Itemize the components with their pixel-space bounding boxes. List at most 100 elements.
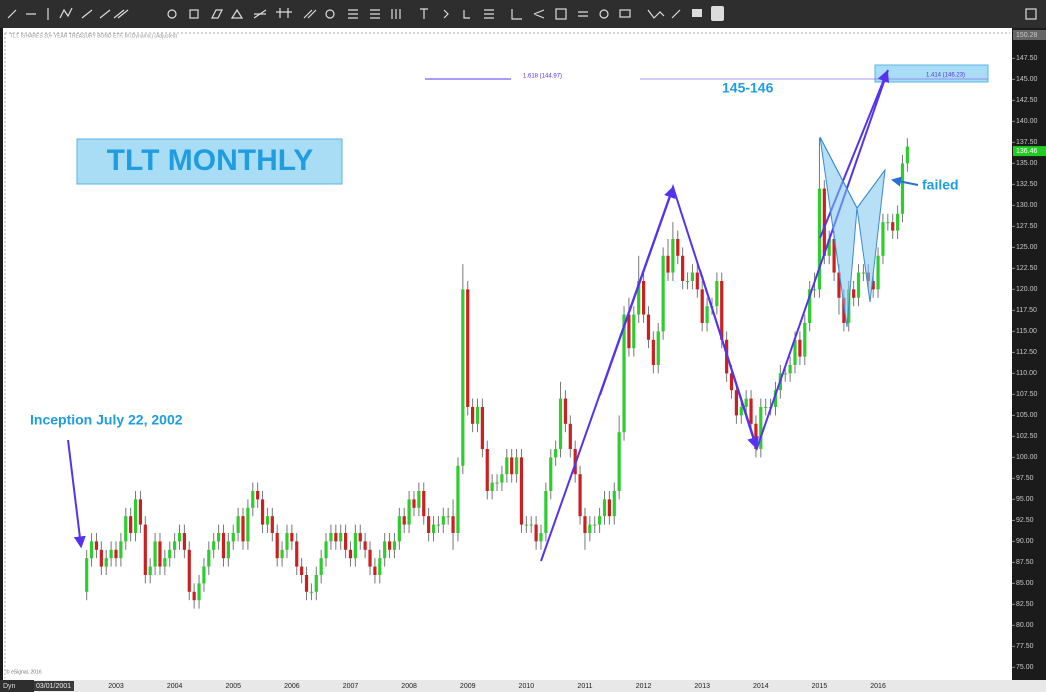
candle-body: [427, 516, 431, 533]
candle-body: [876, 255, 880, 290]
candle-body: [578, 474, 582, 517]
candle-body: [270, 516, 274, 533]
y-tick-label: 130.00: [1016, 202, 1038, 209]
candle-body: [622, 314, 626, 433]
candle-body: [446, 516, 450, 518]
candle-body: [871, 280, 875, 290]
candle-body: [788, 364, 792, 374]
candle-body: [436, 524, 441, 526]
x-tick-label: 2014: [753, 683, 769, 690]
y-tick-label: 82.50: [1016, 601, 1034, 608]
candle-body: [861, 272, 866, 274]
mode-label: Dyn: [3, 683, 16, 690]
candle-body: [720, 280, 724, 340]
candle-body: [900, 163, 905, 214]
candle-body: [431, 524, 436, 533]
target-zone: [874, 64, 989, 83]
time-axis: [0, 680, 1046, 692]
x-tick-label: 2003: [108, 683, 124, 690]
candle-body: [148, 566, 152, 575]
candle-body: [304, 574, 309, 592]
y-tick-label: 80.00: [1016, 622, 1034, 629]
candle-body: [373, 566, 377, 575]
mode-box[interactable]: [0, 680, 34, 692]
candle-body: [632, 314, 636, 349]
candle-body: [94, 541, 99, 550]
candle-body: [358, 532, 362, 542]
candle-body: [216, 532, 221, 542]
candle-body: [832, 238, 836, 273]
candle-body: [163, 558, 167, 567]
candle-body: [143, 524, 147, 575]
candle-body: [715, 280, 719, 307]
candle-body: [192, 591, 196, 601]
inception-arrow: [67, 439, 86, 549]
y-tick-label: 92.50: [1016, 517, 1034, 524]
candle-body: [461, 289, 465, 466]
candle-body: [138, 499, 143, 525]
candle-body: [588, 524, 592, 533]
target-note: 145-146: [722, 80, 774, 96]
candle-body: [700, 289, 704, 323]
plot-area: [3, 28, 1012, 680]
candle-body: [99, 549, 103, 567]
candles: [85, 138, 909, 609]
candle-body: [681, 255, 685, 281]
candle-body: [202, 566, 206, 584]
candle-body: [168, 549, 172, 559]
candle-body: [422, 490, 426, 517]
y-tick-label: 107.50: [1016, 391, 1038, 398]
x-tick-label: 2015: [812, 683, 828, 690]
y-tick-label: 125.00: [1016, 244, 1038, 251]
date-label: 03/01/2001: [36, 683, 71, 690]
candle-body: [124, 516, 128, 542]
candle-body: [285, 532, 289, 550]
toolbar-icons[interactable]: [7, 6, 1037, 21]
y-tick-label: 145.00: [1016, 76, 1038, 83]
candle-body: [129, 516, 133, 533]
candle-body: [744, 398, 748, 407]
candle-body: [114, 549, 118, 559]
candle-body: [260, 499, 265, 525]
chart-header: TLT, ISHARES 20+ YEAR TREASURY BOND ETF,…: [10, 33, 178, 39]
toolbar: [0, 0, 1046, 28]
candle-body: [558, 398, 563, 449]
y-tick-label: 120.00: [1016, 286, 1038, 293]
axis-top-box: [1013, 30, 1046, 40]
candle-body: [368, 549, 372, 567]
y-tick-label: 110.00: [1016, 370, 1037, 377]
candle-body: [480, 406, 484, 449]
candle-body: [275, 532, 279, 559]
candle-body: [514, 457, 519, 475]
candle-body: [158, 541, 162, 567]
candle-body: [231, 532, 235, 542]
candle-body: [534, 524, 538, 542]
y-tick-label: 87.50: [1016, 559, 1034, 566]
failed-note: failed: [922, 177, 959, 193]
date-box[interactable]: [34, 681, 74, 691]
candle-body: [236, 516, 240, 533]
y-tick-label: 115.00: [1016, 328, 1037, 335]
candle-body: [177, 532, 182, 542]
candle-body: [852, 289, 856, 298]
candle-body: [241, 516, 245, 542]
y-tick-label: 85.00: [1016, 580, 1034, 587]
x-tick-label: 2008: [401, 683, 417, 690]
x-tick-label: 2005: [225, 683, 241, 690]
candle-body: [666, 255, 670, 273]
candle-body: [402, 516, 406, 525]
candle-body: [300, 566, 304, 575]
candle-body: [749, 398, 753, 424]
candle-body: [265, 516, 270, 525]
y-tick-label: 105.00: [1016, 412, 1038, 419]
candle-body: [334, 532, 338, 542]
y-tick-label: 147.50: [1016, 55, 1038, 62]
x-tick-label: 2006: [284, 683, 300, 690]
candle-body: [602, 499, 607, 517]
x-tick-label: 2004: [167, 683, 183, 690]
candle-body: [856, 272, 861, 298]
candle-body: [837, 272, 841, 298]
candle-body: [695, 272, 699, 290]
candle-body: [387, 541, 392, 550]
